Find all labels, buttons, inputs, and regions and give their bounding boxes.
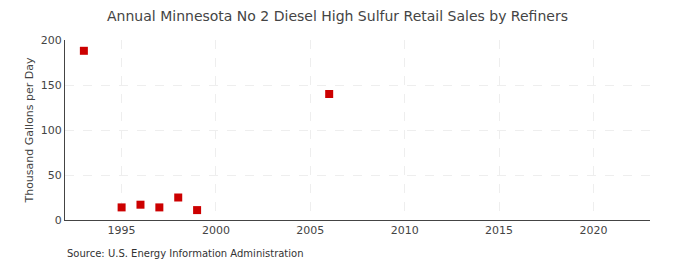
svg-text:100: 100 xyxy=(41,124,62,137)
svg-text:200: 200 xyxy=(41,34,62,47)
svg-text:2020: 2020 xyxy=(579,224,607,237)
svg-text:150: 150 xyxy=(41,79,62,92)
svg-text:0: 0 xyxy=(55,214,62,227)
svg-text:2000: 2000 xyxy=(202,224,230,237)
svg-text:50: 50 xyxy=(48,169,62,182)
svg-text:2010: 2010 xyxy=(391,224,419,237)
svg-text:Annual Minnesota No 2 Diesel H: Annual Minnesota No 2 Diesel High Sulfur… xyxy=(107,8,568,24)
svg-text:1995: 1995 xyxy=(108,224,136,237)
svg-text:2015: 2015 xyxy=(485,224,513,237)
svg-text:Source: U.S. Energy Informatio: Source: U.S. Energy Information Administ… xyxy=(67,248,304,259)
svg-text:2005: 2005 xyxy=(296,224,324,237)
svg-text:Thousand Gallons per Day: Thousand Gallons per Day xyxy=(23,57,36,204)
